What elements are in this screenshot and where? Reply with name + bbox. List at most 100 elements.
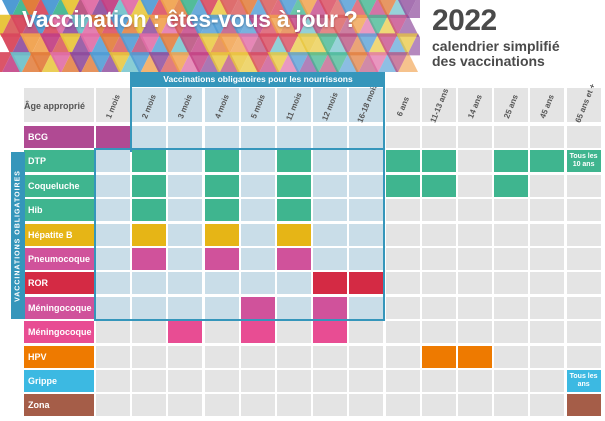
empty-cell: [385, 272, 420, 295]
cell-note: Tous les ans: [569, 373, 598, 388]
column-header-13: 45 ans: [530, 93, 564, 122]
empty-cell: [96, 223, 130, 246]
vaccine-dose-cell: [566, 394, 601, 417]
empty-cell: [240, 394, 275, 417]
empty-cell: [566, 345, 601, 368]
empty-cell: [240, 272, 275, 295]
age-header-label: Âge approprié: [24, 101, 86, 111]
obligatory-side-banner: VACCINATIONS OBLIGATOIRES: [11, 152, 25, 319]
empty-cell: [240, 126, 275, 148]
empty-cell: [349, 174, 384, 197]
empty-cell: [494, 345, 529, 368]
empty-cell: [168, 199, 203, 222]
row-label: Hépatite B: [24, 223, 94, 246]
empty-cell: [204, 394, 239, 417]
empty-cell: [458, 126, 492, 148]
row-label: Grippe: [24, 370, 94, 392]
empty-cell: [132, 296, 167, 319]
obligatory-region-outline: [94, 148, 386, 321]
empty-cell: [349, 199, 384, 222]
empty-cell: [530, 223, 565, 246]
empty-cell: [240, 248, 275, 270]
empty-cell: [240, 174, 275, 197]
empty-cell: [204, 296, 239, 319]
empty-cell: [204, 126, 239, 148]
empty-cell: [530, 321, 565, 344]
column-header-label: 65 ans et +: [573, 82, 597, 124]
empty-cell: [566, 223, 601, 246]
empty-cell: [349, 370, 384, 392]
empty-cell: [421, 321, 456, 344]
empty-cell: [204, 272, 239, 295]
vaccine-dose-cell: [132, 199, 167, 222]
empty-cell: [421, 272, 456, 295]
empty-cell: [421, 248, 456, 270]
age-header-cell: [24, 88, 94, 122]
empty-cell: [132, 394, 167, 417]
empty-cell: [421, 394, 456, 417]
vaccine-dose-cell: [240, 321, 275, 344]
cell-note: Tous les 10 ans: [569, 153, 598, 169]
empty-cell: [385, 394, 420, 417]
vaccine-dose-cell: [277, 199, 311, 222]
vaccine-dose-cell: [204, 150, 239, 173]
vaccine-dose-cell: [132, 150, 167, 173]
subtitle: calendrier simplifié des vaccinations: [432, 39, 560, 69]
empty-cell: [458, 370, 492, 392]
empty-cell: [240, 150, 275, 173]
column-header-12: 25 ans: [494, 93, 528, 122]
row-label: Méningocoque C: [24, 296, 94, 319]
empty-cell: [168, 248, 203, 270]
empty-cell: [96, 150, 130, 173]
empty-cell: [96, 296, 130, 319]
column-header-label: 14 ans: [466, 93, 484, 120]
vaccine-dose-cell: [421, 345, 456, 368]
empty-cell: [458, 272, 492, 295]
column-header-14: 65 ans et +: [567, 82, 601, 124]
empty-cell: [349, 394, 384, 417]
vaccine-dose-cell: [277, 150, 311, 173]
vaccine-dose-cell: [96, 126, 130, 148]
empty-cell: [530, 199, 565, 222]
row-label: ROR: [24, 272, 94, 295]
empty-cell: [132, 321, 167, 344]
empty-cell: [96, 248, 130, 270]
empty-cell: [204, 321, 239, 344]
empty-cell: [240, 370, 275, 392]
empty-cell: [204, 370, 239, 392]
empty-cell: [277, 296, 311, 319]
empty-cell: [168, 150, 203, 173]
empty-cell: [385, 248, 420, 270]
empty-cell: [385, 370, 420, 392]
empty-cell: [530, 126, 565, 148]
vaccine-dose-cell: [421, 150, 456, 173]
header-banner: Vaccination : êtes-vous à jour ? 2022 ca…: [0, 0, 605, 72]
vaccine-dose-cell: [132, 174, 167, 197]
empty-cell: [566, 248, 601, 270]
empty-cell: [313, 174, 348, 197]
empty-cell: [385, 199, 420, 222]
empty-cell: [385, 223, 420, 246]
vaccine-dose-cell: [494, 150, 529, 173]
empty-cell: [385, 296, 420, 319]
empty-cell: [566, 296, 601, 319]
vaccine-dose-cell: [240, 296, 275, 319]
vaccine-dose-cell: [204, 199, 239, 222]
empty-cell: [313, 223, 348, 246]
row-label: Méningocoque B: [24, 321, 94, 344]
empty-cell: [168, 126, 203, 148]
vaccine-dose-cell: [204, 174, 239, 197]
empty-cell: [530, 174, 565, 197]
empty-cell: [385, 321, 420, 344]
vaccine-dose-cell: [458, 345, 492, 368]
empty-cell: [168, 370, 203, 392]
empty-cell: [96, 321, 130, 344]
empty-cell: [168, 272, 203, 295]
row-label: DTP: [24, 150, 94, 173]
empty-cell: [385, 345, 420, 368]
empty-cell: [240, 345, 275, 368]
empty-cell: [96, 272, 130, 295]
column-header-1: 1 mois: [96, 93, 130, 122]
empty-cell: [421, 126, 456, 148]
